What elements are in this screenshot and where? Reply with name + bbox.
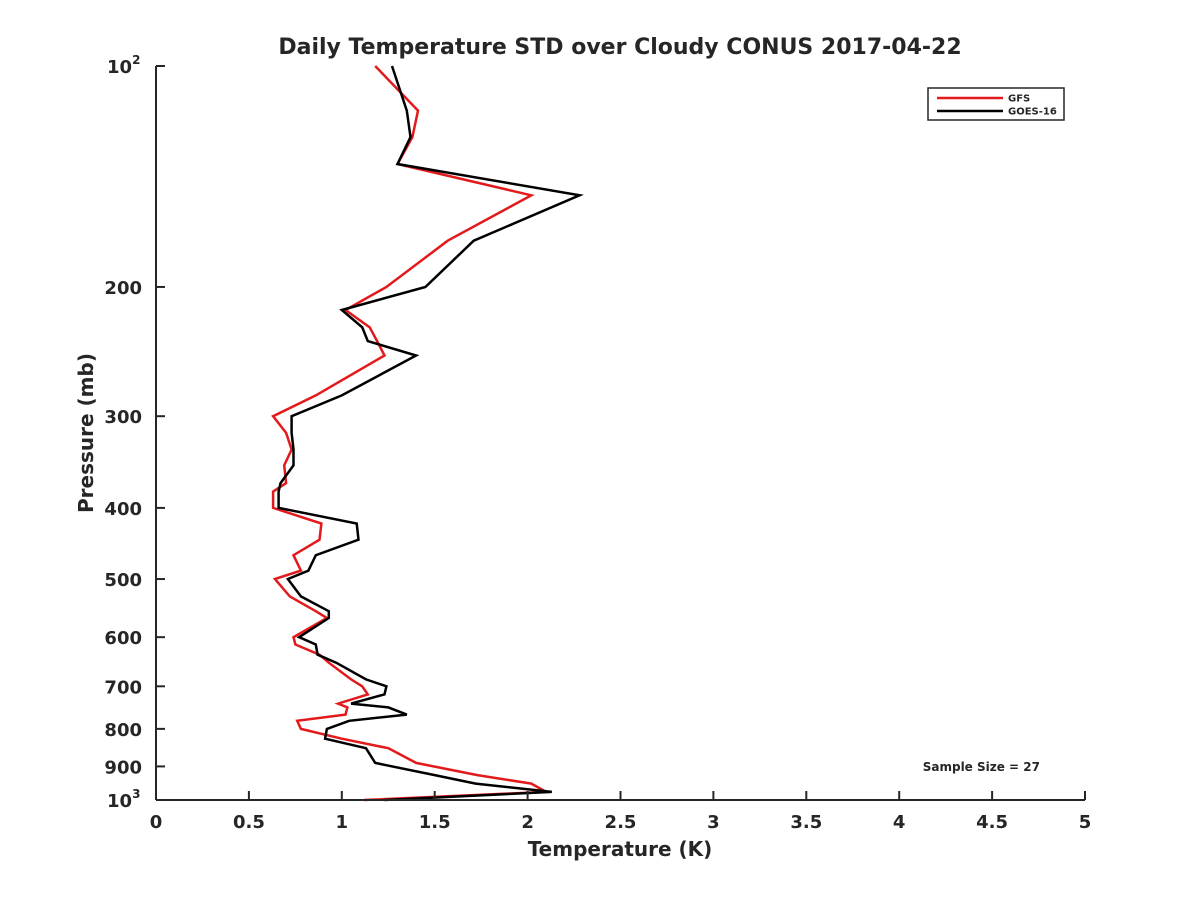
x-tick-label: 0	[150, 812, 163, 833]
legend-box	[927, 87, 1065, 121]
x-tick-label: 0.5	[233, 812, 265, 833]
y-tick-label: 500	[104, 570, 142, 591]
y-tick-label: 103	[107, 787, 140, 812]
x-axis-label: Temperature (K)	[528, 837, 713, 861]
y-tick-label: 800	[104, 720, 142, 741]
x-tick-label: 4.5	[976, 812, 1008, 833]
y-tick-label: 400	[104, 499, 142, 520]
x-tick-label: 1	[336, 812, 349, 833]
y-tick-label: 200	[104, 278, 142, 299]
x-tick-label: 3.5	[790, 812, 822, 833]
x-tick-label: 1.5	[419, 812, 451, 833]
chart-title: Daily Temperature STD over Cloudy CONUS …	[278, 35, 961, 60]
x-tick-label: 4	[893, 812, 906, 833]
legend: GFS GOES-16	[927, 87, 1065, 121]
y-tick-base: 10	[107, 791, 132, 812]
x-tick-label: 2.5	[605, 812, 637, 833]
y-tick-base: 10	[107, 57, 132, 78]
x-tick-label: 3	[707, 812, 720, 833]
y-axis-label: Pressure (mb)	[74, 353, 98, 513]
y-tick-label: 102	[107, 53, 140, 78]
y-tick-label: 300	[104, 407, 142, 428]
x-axis-ticks: 0 0.5 1 1.5 2 2.5 3 3.5 4 4.5 5	[150, 791, 1092, 833]
sample-size-annotation: Sample Size = 27	[923, 760, 1040, 774]
y-tick-label: 900	[104, 757, 142, 778]
legend-label-goes16: GOES-16	[1008, 107, 1057, 118]
series-line-goes-16	[277, 65, 584, 802]
series-line-gfs	[271, 65, 551, 802]
x-tick-label: 2	[521, 812, 534, 833]
y-tick-exponent: 2	[132, 53, 140, 67]
y-tick-exponent: 3	[132, 787, 140, 801]
y-tick-label: 700	[104, 677, 142, 698]
legend-label-gfs: GFS	[1008, 94, 1030, 105]
y-tick-label: 600	[104, 628, 142, 649]
series-layer	[271, 65, 584, 802]
x-tick-label: 5	[1079, 812, 1092, 833]
